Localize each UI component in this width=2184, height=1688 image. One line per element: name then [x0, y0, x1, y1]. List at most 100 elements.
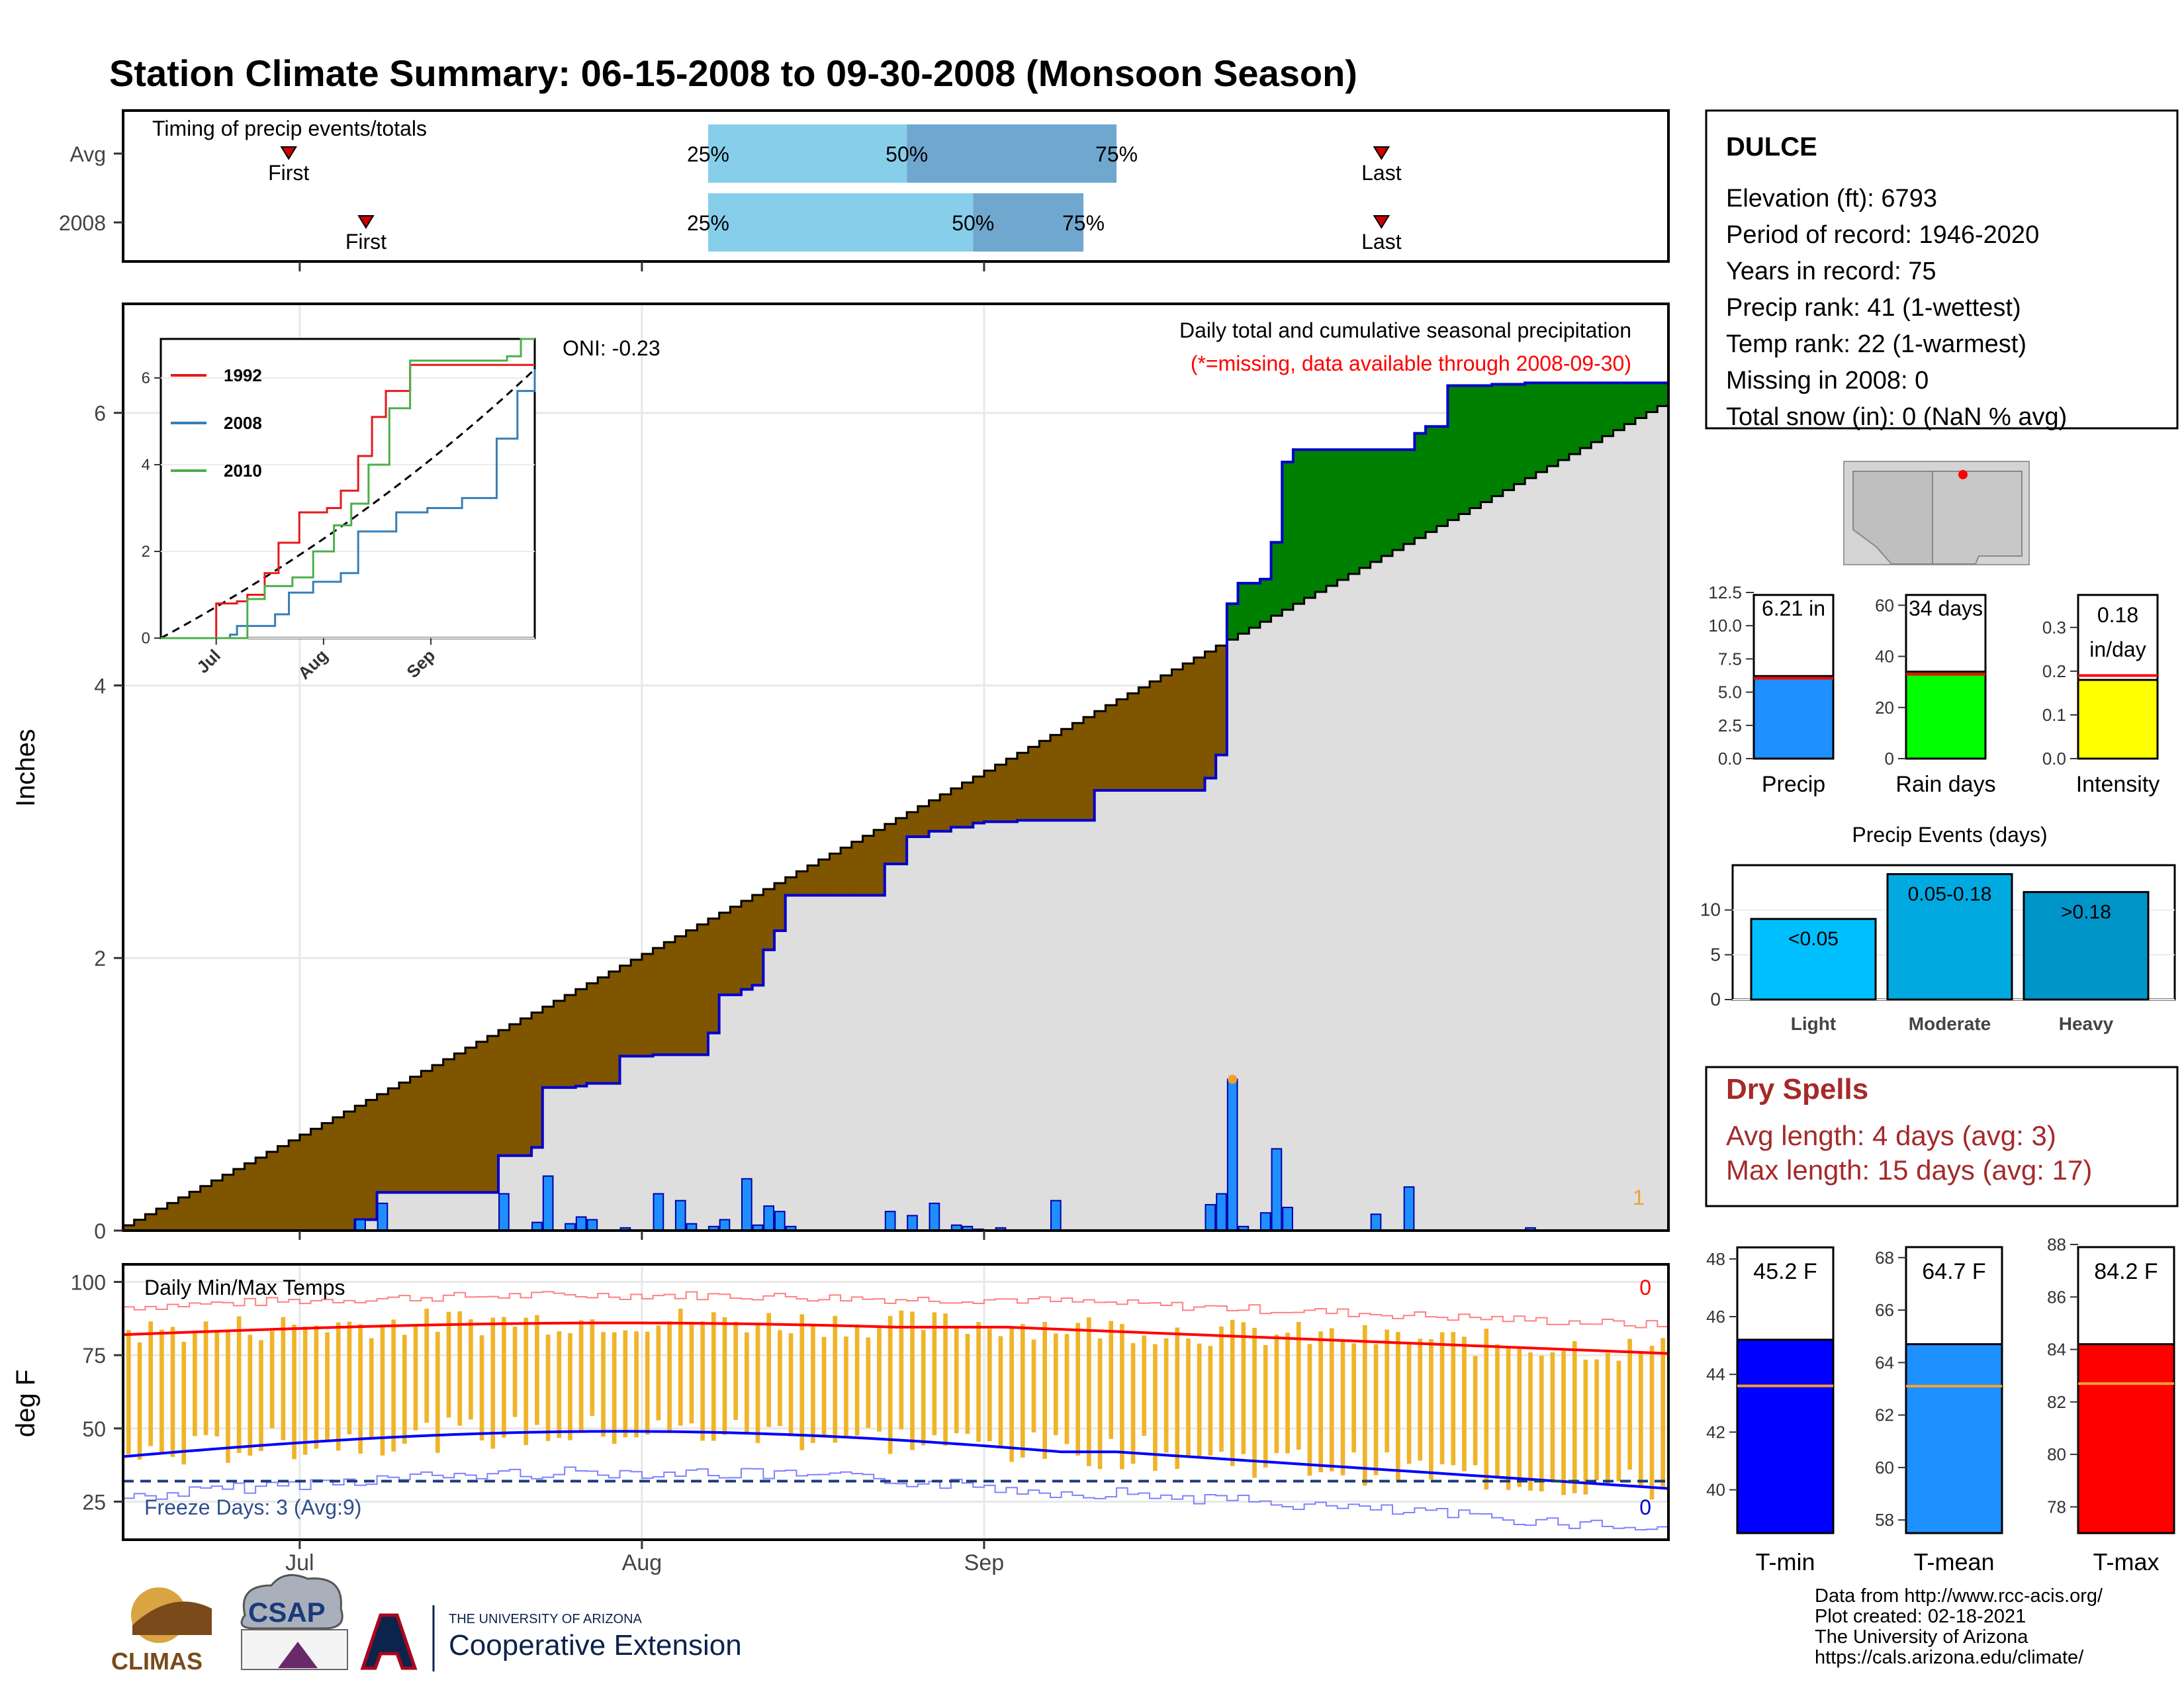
below-avg-fill — [807, 865, 819, 896]
daily-temp-bar — [1285, 1333, 1290, 1454]
above-avg-fill — [1613, 383, 1625, 430]
missing-count: 1 — [1633, 1186, 1645, 1209]
below-avg-fill — [929, 800, 940, 831]
precip-y-tick-label: 2 — [94, 947, 106, 970]
daily-temp-bar — [292, 1325, 296, 1460]
timing-row-label: 2008 — [59, 211, 106, 235]
below-avg-fill — [476, 1041, 488, 1193]
daily-precip-bar — [586, 1219, 598, 1232]
daily-precip-bar — [1259, 1212, 1271, 1232]
below-avg-fill — [145, 1214, 157, 1231]
daily-temp-bar — [512, 1327, 518, 1417]
daily-temp-bar — [435, 1331, 440, 1453]
inset-line-1992 — [161, 363, 535, 639]
station-info-box: DULCE Elevation (ft): 6793 Period of reco… — [1705, 109, 2179, 431]
daily-temp-bar — [1009, 1327, 1014, 1462]
above-avg-fill — [1392, 449, 1404, 550]
timing-first-label: First — [345, 230, 387, 254]
below-avg-fill — [829, 853, 841, 896]
precip-y-tick-label: 4 — [94, 674, 106, 698]
below-avg-fill — [542, 1006, 554, 1088]
mini-bar-tick-label: 0.1 — [2042, 705, 2066, 725]
daily-temp-bar — [667, 1321, 672, 1431]
mini-bar-tick-label: 10.0 — [1708, 616, 1742, 635]
timing-bar-q25-q50 — [707, 124, 907, 183]
mini-bar-tick-label: 0.0 — [1718, 749, 1742, 769]
daily-temp-bar — [325, 1332, 330, 1441]
daily-temp-bar — [159, 1329, 164, 1453]
below-avg-fill — [917, 806, 930, 837]
daily-temp-bar — [1241, 1322, 1246, 1454]
above-avg-fill — [1381, 449, 1393, 556]
daily-temp-bar — [766, 1313, 772, 1427]
tmax-record-count: 0 — [1639, 1276, 1651, 1299]
above-avg-fill — [1624, 383, 1636, 424]
below-avg-fill — [454, 1053, 466, 1193]
above-avg-fill — [1315, 449, 1327, 592]
timing-row-label: Avg — [69, 142, 106, 166]
daily-temp-bar — [1649, 1346, 1655, 1500]
daily-temp-bar — [181, 1341, 187, 1465]
daily-precip-bar — [377, 1202, 388, 1231]
temp-y-tick-label: 50 — [82, 1417, 106, 1441]
below-avg-fill — [1216, 645, 1228, 755]
month-tick-label: Sep — [964, 1550, 1005, 1575]
daily-temp-bar — [1186, 1338, 1191, 1458]
temp-summary-tick-label: 64 — [1875, 1352, 1894, 1372]
above-avg-fill — [1657, 383, 1669, 406]
daily-temp-bar — [545, 1335, 551, 1441]
temp-summary-tick-label: 62 — [1875, 1405, 1894, 1425]
daily-temp-bar — [1418, 1338, 1423, 1461]
timing-last-label: Last — [1361, 161, 1402, 185]
timing-q75-label: 75% — [1095, 142, 1138, 166]
daily-temp-bar — [126, 1330, 131, 1454]
timing-bar-q25-q50 — [707, 193, 974, 252]
daily-precip-bar — [1205, 1203, 1216, 1231]
max-precip-marker — [1228, 1074, 1238, 1084]
daily-temp-bar — [623, 1330, 628, 1438]
daily-temp-bar — [523, 1317, 529, 1445]
daily-temp-bar — [1439, 1332, 1445, 1465]
above-avg-fill — [1447, 385, 1459, 520]
station-location-marker — [1958, 470, 1968, 479]
daily-temp-bar — [1087, 1317, 1091, 1466]
daily-temp-bar — [314, 1325, 319, 1449]
below-avg-fill — [586, 983, 598, 1084]
inset-legend-label: 1992 — [224, 365, 262, 385]
inset-frame — [159, 338, 536, 639]
below-avg-fill — [1171, 669, 1183, 790]
above-avg-fill — [1403, 449, 1415, 544]
csap-mountain-shape — [278, 1642, 318, 1668]
below-avg-fill — [851, 841, 863, 896]
timing-first-marker — [357, 215, 375, 229]
inset-y-tick-label: 6 — [142, 369, 150, 387]
below-avg-fill — [1138, 687, 1150, 790]
station-info-line: Years in record: 75 — [1726, 258, 1936, 285]
below-avg-fill — [697, 924, 709, 1055]
temp-summary-tick-label: 68 — [1875, 1248, 1894, 1268]
daily-temp-bar — [1572, 1340, 1577, 1493]
daily-temp-bar — [778, 1330, 782, 1427]
below-avg-fill — [565, 995, 576, 1088]
below-avg-fill — [719, 912, 731, 995]
daily-temp-bar — [833, 1315, 838, 1443]
below-avg-fill — [1072, 723, 1084, 821]
daily-precip-bar — [774, 1211, 786, 1232]
above-avg-fill — [1569, 383, 1581, 454]
below-avg-fill — [332, 1117, 345, 1231]
daily-temp-bar — [788, 1333, 794, 1436]
below-avg-fill — [355, 1105, 367, 1220]
ua-a-shape — [360, 1613, 418, 1670]
below-avg-fill — [465, 1047, 477, 1193]
timing-q25-label: 25% — [687, 142, 729, 166]
precip-y-tick-label: 6 — [94, 402, 106, 426]
below-avg-fill — [950, 788, 963, 827]
below-avg-fill — [398, 1082, 411, 1193]
temp-panel-frame — [122, 1263, 1670, 1541]
above-avg-fill — [1426, 426, 1437, 532]
timing-q50-label: 50% — [886, 142, 928, 166]
events-bar — [1750, 917, 1877, 1001]
temp-summary-tick-label: 82 — [2047, 1392, 2066, 1412]
